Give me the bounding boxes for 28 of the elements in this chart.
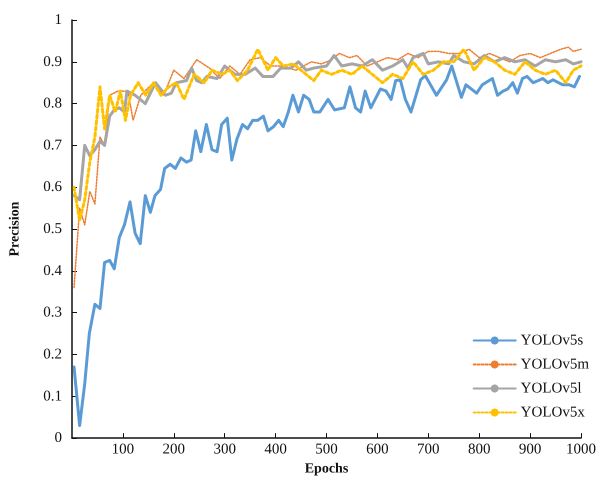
y-tick-label: 0.1 bbox=[43, 388, 62, 404]
x-tick-label: 200 bbox=[162, 442, 186, 458]
legend-label: YOLOv5x bbox=[520, 404, 586, 420]
x-tick-label: 600 bbox=[366, 442, 389, 458]
y-tick-label: 0.6 bbox=[43, 179, 62, 196]
y-tick-label: 0.5 bbox=[43, 221, 62, 238]
legend-label: YOLOv5m bbox=[520, 356, 590, 372]
x-axis-title: Epochs bbox=[304, 462, 349, 476]
x-tick-label: 1000 bbox=[566, 442, 596, 458]
x-tick-label: 100 bbox=[112, 442, 134, 458]
y-tick-label: 0.7 bbox=[43, 137, 62, 154]
y-axis-title: Precision bbox=[8, 201, 22, 257]
x-tick-label: 500 bbox=[315, 442, 338, 458]
x-tick-label: 800 bbox=[468, 442, 490, 458]
y-tick-label: 0.3 bbox=[43, 304, 62, 321]
legend-label: YOLOv5s bbox=[520, 332, 584, 348]
x-tick-label: 400 bbox=[264, 442, 287, 458]
x-tick-label: 900 bbox=[518, 442, 542, 458]
y-tick-label: 0.8 bbox=[43, 96, 62, 112]
line-series bbox=[73, 46, 582, 288]
legend-label: YOLOv5l bbox=[520, 380, 582, 396]
x-tick-label: 700 bbox=[417, 442, 440, 458]
x-tick-label: 300 bbox=[213, 442, 236, 458]
y-tick-label: 0.4 bbox=[43, 262, 62, 279]
y-tick-label: 0.9 bbox=[43, 54, 62, 70]
y-tick-label: 0 bbox=[54, 430, 62, 446]
y-tick-label: 0.2 bbox=[43, 346, 62, 362]
y-tick-label: 1 bbox=[54, 12, 62, 28]
